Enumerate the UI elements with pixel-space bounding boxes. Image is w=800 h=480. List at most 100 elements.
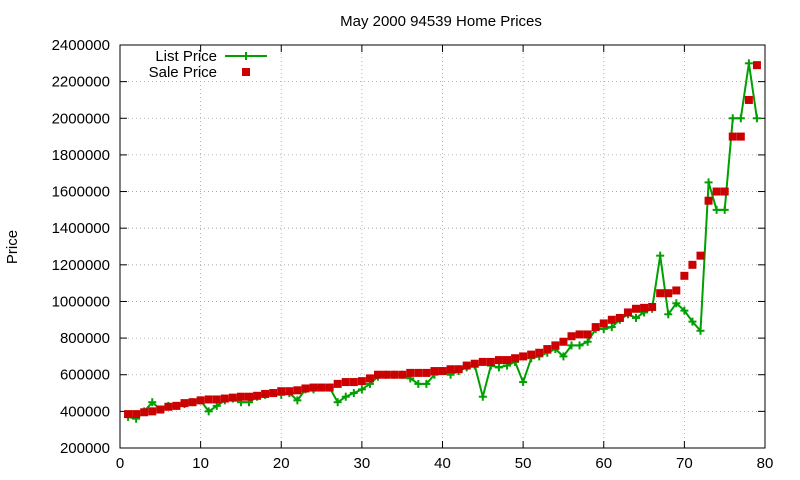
list-price-point [414,379,423,388]
sale-price-point [245,392,253,401]
sale-price-point [438,367,447,376]
y-tick-label: 2400000 [52,37,110,54]
list-price-point [148,398,157,407]
y-tick-label: 800000 [60,330,110,347]
list-price-point [333,398,342,407]
y-axis-label: Price [4,230,21,264]
sale-price-point [390,370,399,379]
legend: List Price Sale Price [149,48,267,81]
x-tick-label: 80 [757,455,774,472]
plot-frame [119,44,766,449]
list-price-point [607,323,616,332]
sale-price-point [228,393,237,402]
sale-price-point [285,387,294,396]
list-price-point [688,317,697,326]
list-price-point [656,251,665,260]
list-price-point [704,178,713,187]
sale-price-point [503,356,511,365]
y-tick-label: 1800000 [52,147,110,164]
list-price-point [680,306,689,315]
sale-price-point [656,289,665,298]
sale-price-point [664,289,673,298]
legend-label-sale-price: Sale Price [149,64,217,81]
sale-price-point [543,345,552,354]
list-price-point [567,341,576,350]
sale-price-point [527,350,536,359]
sale-price-point [632,304,640,313]
sale-price-point [446,365,455,374]
sale-price-point [704,196,713,205]
y-tick-label: 1600000 [52,184,110,201]
list-price-point [696,326,705,335]
x-tick-label: 40 [434,455,451,472]
sale-price-point [462,361,471,370]
sale-price-point [293,386,302,395]
list-price-point [519,378,528,387]
x-tick-label: 0 [116,455,124,472]
sale-price-point [736,132,745,141]
list-price-point [204,407,213,416]
sale-price-point [494,356,503,365]
list-price-point [744,59,753,68]
sale-price-point [382,370,391,379]
sale-price-point [607,315,616,324]
list-price-point [632,313,640,322]
x-tick-label: 20 [273,455,290,472]
sale-price-point [333,379,342,388]
sale-price-point [752,61,761,70]
sale-price-point [591,323,600,332]
list-price-point [349,389,358,398]
list-price-point [478,392,487,401]
sale-price-point [688,260,697,269]
y-tick-label: 1000000 [52,293,110,310]
sale-price-point [696,251,705,260]
sale-price-point [680,271,689,280]
sale-price-point [551,341,560,350]
y-tick-label: 1200000 [52,257,110,274]
x-tick-label: 30 [354,455,371,472]
list-price-point [720,205,729,214]
sale-price-point [648,302,657,311]
sale-price-point [374,370,382,379]
sale-price-point [511,354,520,363]
sale-price-point [414,368,423,377]
y-tick-label: 2200000 [52,74,110,91]
sale-price-point [236,392,245,401]
x-tick-label: 10 [192,455,209,472]
sale-price-point [309,383,318,392]
sale-price-point [188,398,197,407]
sale-price-point [301,384,310,393]
sale-price-point [567,332,576,341]
list-price-point [357,385,366,394]
sale-price-point [519,352,528,361]
list-price-point [672,299,681,308]
sale-price-point [277,387,286,396]
sale-price-point [212,395,221,404]
sale-price-point [398,370,407,379]
legend-sample-list-price [225,52,267,60]
list-price-point [736,114,745,123]
chart-title: May 2000 94539 Home Prices [340,13,542,30]
sale-price-point [317,383,326,392]
sale-price-point [365,374,374,383]
sale-price-point [196,396,205,405]
list-price-point [293,396,302,405]
sale-price-point [357,377,366,386]
sale-price-point [623,308,632,317]
list-price-point [494,363,503,372]
x-tick-label: 70 [676,455,693,472]
sale-price-point [204,395,213,404]
list-price-point [422,379,431,388]
sale-price-point [253,391,262,400]
sale-price-point [535,348,544,357]
sale-price-point [640,303,649,312]
list-price-point [341,392,350,401]
sale-price-point [220,394,229,403]
sale-price-point [486,357,495,366]
sale-price-point [156,405,165,414]
sale-price-point [140,408,149,417]
list-price-point [583,337,592,346]
y-tick-label: 1400000 [52,220,110,237]
sale-price-point [583,330,592,339]
